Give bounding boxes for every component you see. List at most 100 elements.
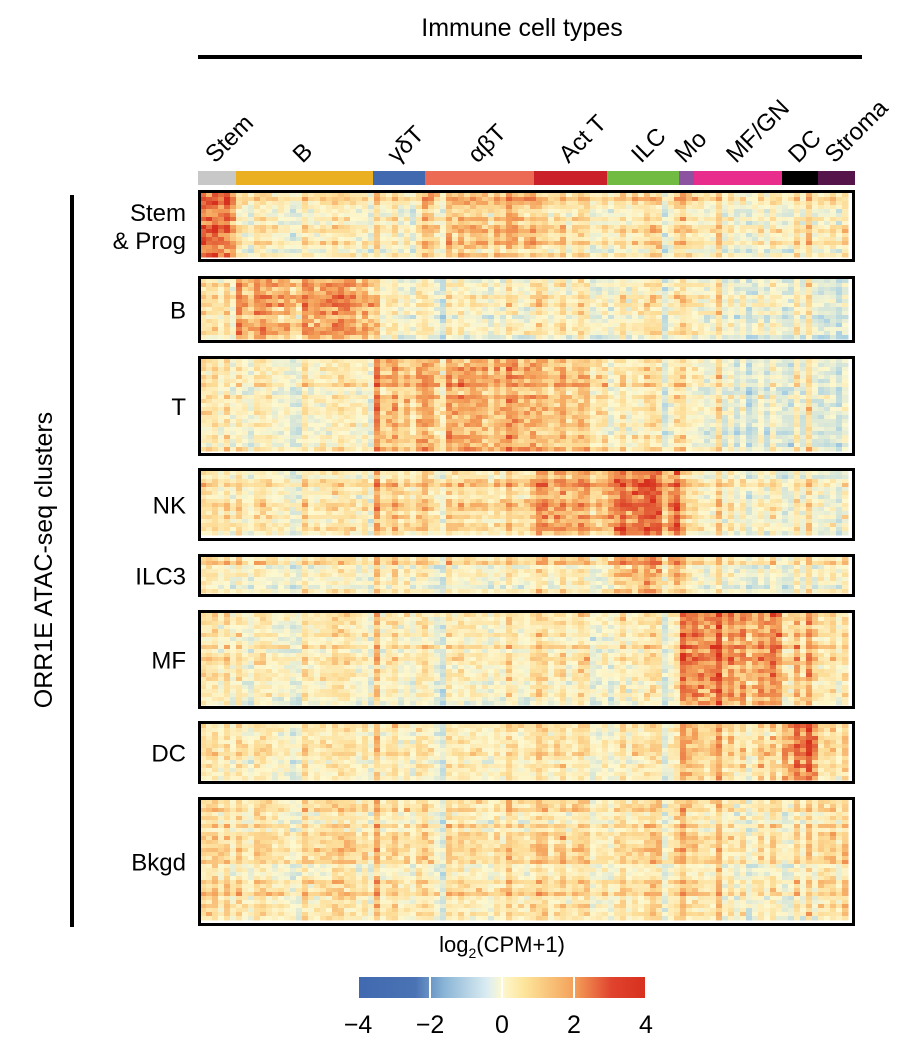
heatmap-cell [416,283,423,288]
heatmap-cell [656,237,663,242]
heatmap-cell [686,327,693,332]
heatmap-cell [212,335,219,340]
heatmap-cell [794,395,801,400]
heatmap-cell [764,229,771,234]
heatmap-cell [584,411,591,416]
heatmap-cell [416,387,423,392]
heatmap-cell [656,209,663,214]
heatmap-cell [266,295,273,300]
heatmap-cell [800,225,807,230]
heatmap-cell [224,229,231,234]
heatmap-cell [632,283,639,288]
heatmap-cell [386,383,393,388]
heatmap-cell [224,335,231,340]
heatmap-cell [320,311,327,316]
heatmap-cell [806,225,813,230]
heatmap-cell [230,287,237,292]
heatmap-cell [674,399,681,404]
heatmap-cell [650,331,657,336]
heatmap-cell [248,363,255,368]
heatmap-cell [260,335,267,340]
heatmap-cell [206,249,213,254]
heatmap-cell [716,253,723,258]
heatmap-cell [434,233,441,238]
heatmap-cell [530,291,537,296]
heatmap-cell [740,323,747,328]
heatmap-cell [818,383,825,388]
heatmap-cell [296,229,303,234]
heatmap-cell [290,399,297,404]
heatmap-cell [812,201,819,206]
heatmap-cell [770,283,777,288]
heatmap-cell [374,415,381,420]
heatmap-cell [596,399,603,404]
heatmap-cell [362,213,369,218]
heatmap-cell [458,241,465,246]
heatmap-cell [530,323,537,328]
heatmap-cell [704,399,711,404]
heatmap-cell [554,237,561,242]
heatmap-cell [428,197,435,202]
heatmap-cell [740,299,747,304]
heatmap-cell [662,307,669,312]
heatmap-cell [458,327,465,332]
heatmap-cell [812,295,819,300]
heatmap-cell [296,241,303,246]
heatmap-cell [698,295,705,300]
heatmap-cell [518,303,525,308]
heatmap-cell [530,367,537,372]
heatmap-cell [500,411,507,416]
heatmap-cell [482,331,489,336]
heatmap-cell [806,205,813,210]
heatmap-cell [488,233,495,238]
heatmap-cell [626,229,633,234]
heatmap-cell [350,205,357,210]
heatmap-cell [680,391,687,396]
heatmap-cell [446,403,453,408]
heatmap-cell [662,201,669,206]
heatmap-cell [230,217,237,222]
heatmap-cell [818,209,825,214]
heatmap-cell [302,323,309,328]
heatmap-cell [422,205,429,210]
heatmap-cell [722,225,729,230]
heatmap-cell [440,415,447,420]
heatmap-cell [464,315,471,320]
heatmap-cell [332,303,339,308]
heatmap-cell [722,383,729,388]
heatmap-cell [800,375,807,380]
heatmap-cell [416,335,423,340]
heatmap-cell [230,237,237,242]
heatmap-cell [698,395,705,400]
heatmap-cell [488,193,495,198]
heatmap-cell [776,319,783,324]
heatmap-cell [692,371,699,376]
heatmap-cell [782,237,789,242]
heatmap-cell [686,233,693,238]
heatmap-cell [728,331,735,336]
heatmap-cell [668,201,675,206]
heatmap-cell [404,311,411,316]
heatmap-cell [374,387,381,392]
heatmap-cell [620,395,627,400]
heatmap-cell [572,249,579,254]
heatmap-cell [272,295,279,300]
heatmap-cell [590,299,597,304]
heatmap-cell [458,197,465,202]
heatmap-cell [290,295,297,300]
heatmap-cell [404,233,411,238]
heatmap-cell [812,213,819,218]
heatmap-cell [488,303,495,308]
heatmap-cell [272,287,279,292]
heatmap-cell [500,279,507,284]
heatmap-cell [644,197,651,202]
heatmap-cell [686,395,693,400]
heatmap-cell [224,371,231,376]
heatmap-cell [668,359,675,364]
heatmap-cell [788,383,795,388]
heatmap-cell [758,371,765,376]
heatmap-cell [668,323,675,328]
heatmap-cell [590,327,597,332]
heatmap-cell [380,205,387,210]
heatmap-cell [620,407,627,412]
